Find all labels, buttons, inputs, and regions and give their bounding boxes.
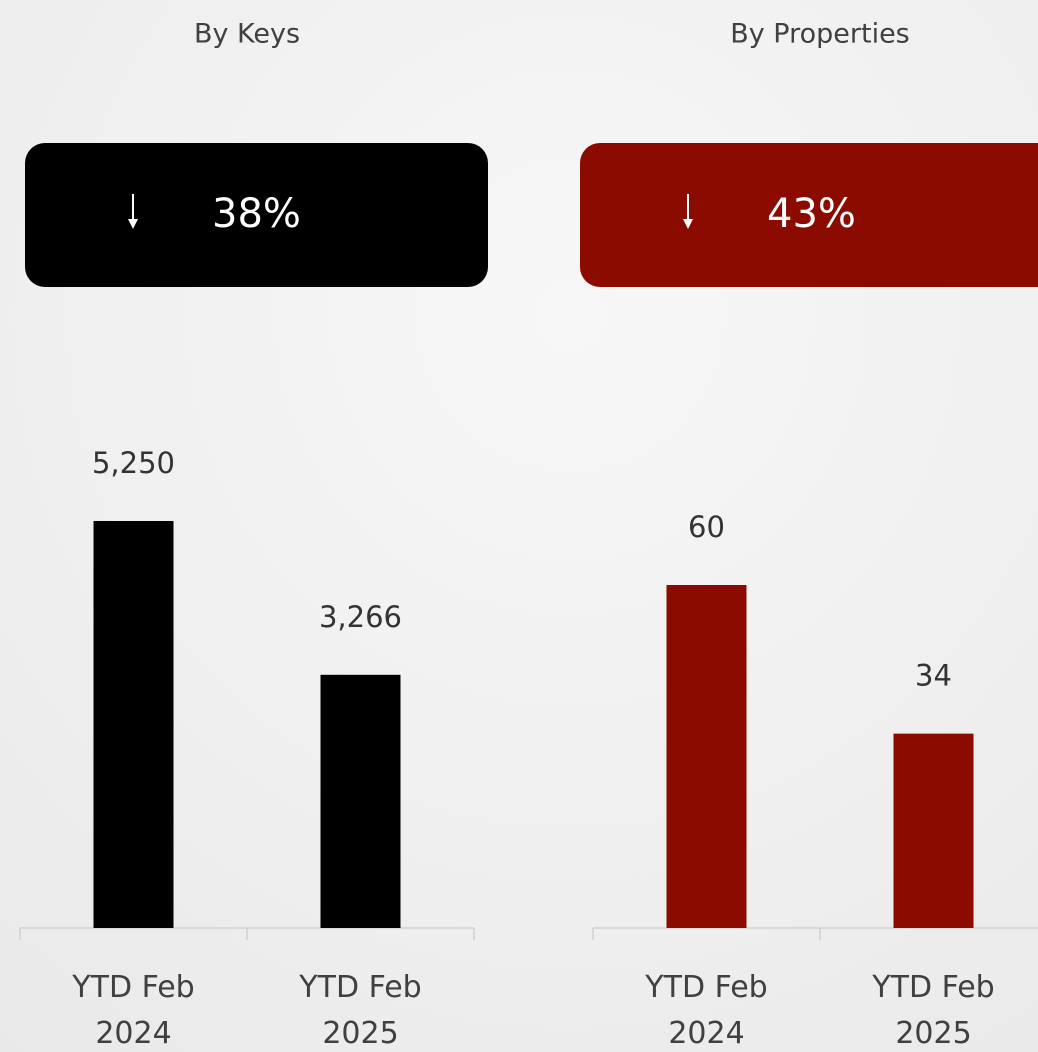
x-tick-label-line: YTD Feb [644, 970, 767, 1005]
bar [666, 585, 747, 928]
x-tick-label-line: YTD Feb [871, 970, 994, 1005]
x-tick-label-line: 2024 [668, 1016, 744, 1051]
x-tick-label-line: YTD Feb [298, 970, 421, 1005]
x-tick-label-line: 2025 [322, 1016, 398, 1051]
badge-arrow-head [128, 219, 138, 229]
x-tick-label-line: YTD Feb [71, 970, 194, 1005]
value-label: 34 [915, 659, 952, 693]
value-label: 3,266 [319, 600, 402, 634]
x-tick-label: YTD Feb 2025 [871, 970, 994, 1051]
badge-value: 43% [767, 191, 856, 237]
badge-value: 38% [212, 191, 301, 237]
x-tick-label: YTD Feb 2024 [644, 970, 767, 1051]
bar [320, 674, 401, 928]
chart-title: By Keys [194, 19, 300, 50]
value-label: 5,250 [92, 446, 175, 480]
x-tick-label: YTD Feb 2025 [298, 970, 421, 1051]
x-tick-label-line: 2024 [95, 1016, 171, 1051]
value-label: 60 [688, 510, 725, 544]
x-tick-label: YTD Feb 2024 [71, 970, 194, 1051]
badge [25, 143, 488, 287]
bar [93, 521, 174, 928]
badge-arrow-head [683, 219, 693, 229]
badge [580, 143, 1038, 287]
x-tick-label-line: 2025 [895, 1016, 971, 1051]
bar [893, 733, 974, 928]
chart-title: By Properties [730, 19, 910, 50]
